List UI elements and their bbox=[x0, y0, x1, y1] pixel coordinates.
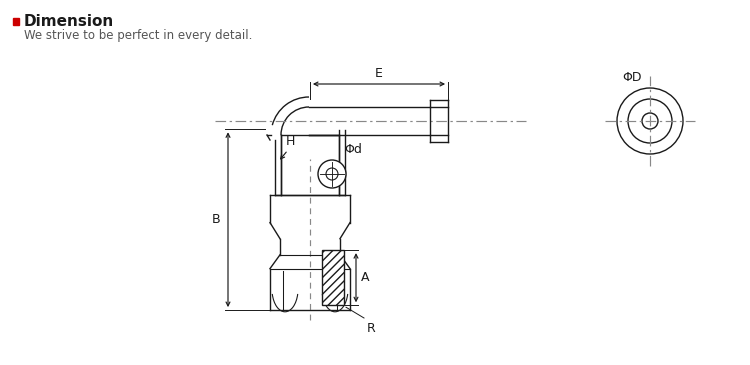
Bar bbox=[13, 18, 19, 25]
Circle shape bbox=[326, 168, 338, 180]
Bar bbox=[322, 250, 344, 305]
Text: A: A bbox=[361, 271, 370, 284]
Text: We strive to be perfect in every detail.: We strive to be perfect in every detail. bbox=[24, 28, 252, 42]
Circle shape bbox=[617, 88, 683, 154]
Text: R: R bbox=[367, 322, 376, 335]
Text: H: H bbox=[286, 135, 296, 148]
Text: Dimension: Dimension bbox=[24, 14, 114, 28]
Text: B: B bbox=[211, 213, 220, 226]
Circle shape bbox=[318, 160, 346, 188]
Text: ΦD: ΦD bbox=[622, 71, 641, 84]
Text: E: E bbox=[375, 67, 383, 80]
Circle shape bbox=[628, 99, 672, 143]
Circle shape bbox=[642, 113, 658, 129]
Text: Φd: Φd bbox=[344, 143, 362, 156]
